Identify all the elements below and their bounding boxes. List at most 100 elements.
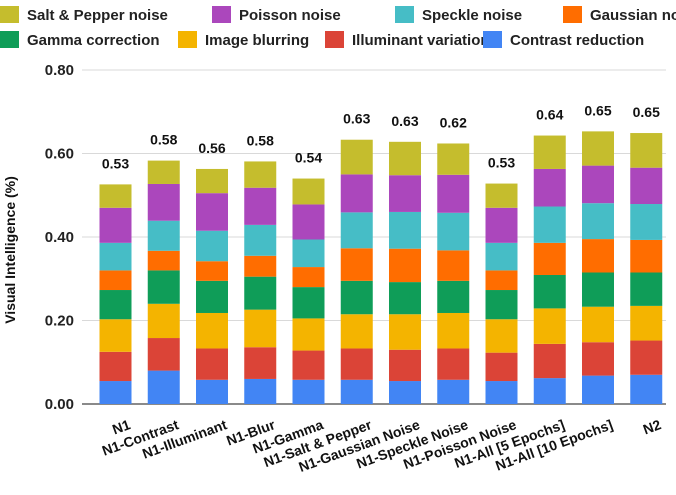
total-label: 0.62 [440,114,467,130]
bar-segment [533,135,566,169]
bar-segment [389,248,421,283]
bar-segment [292,350,325,380]
x-tick-label: N1 [110,416,132,437]
bar-segment [99,351,132,382]
bar-segment [582,306,614,343]
bar-segment [196,230,228,262]
y-tick-label: 0.60 [45,146,74,163]
bar-segment [533,343,566,379]
legend-label: Contrast reduction [510,32,644,49]
bar-segment [485,352,518,382]
total-label: 0.65 [633,104,660,120]
bar-segment [533,242,566,275]
bar-segment [340,314,373,349]
legend-swatch [483,31,502,48]
legend-swatch [0,6,19,23]
bar-segment [292,239,325,268]
bar-segment [147,270,180,304]
bar-segment [389,314,421,350]
bar-segment [533,308,566,344]
bar-segment [196,348,228,380]
total-label: 0.65 [584,102,611,118]
bar-segment [147,338,180,371]
bar-segment [292,204,325,240]
x-tick-label: N2 [641,416,663,437]
legend-swatch [212,6,231,23]
bar-segment [147,303,180,339]
bar-segment [533,168,566,207]
bar-segment [389,141,421,176]
total-label: 0.63 [343,111,370,127]
total-labels: 0.53 0.58 0.56 0.58 0.54 0.63 0.63 0.62 0.53 0.64… [102,102,660,171]
bar-segment [196,280,228,313]
legend-label: Speckle noise [422,7,522,24]
bar-segment [630,374,663,404]
bar-segment [244,347,277,379]
bar-segment [485,242,518,271]
total-label: 0.63 [391,113,418,129]
x-axis-labels: N1N1-ContrastN1-IlluminantN1-BlurN1-Gamm… [100,416,663,475]
bar-segment [244,309,277,348]
legend-label: Illuminant variation [352,32,490,49]
bar-segment [630,133,663,168]
bar-segment [437,143,470,175]
bar-segment [196,168,228,194]
bar-segment [292,178,325,205]
bar-segment [340,280,373,315]
bar-segment [582,131,614,166]
total-label: 0.58 [150,132,177,148]
bar-segment [485,319,518,353]
bar-segment [630,272,663,306]
bar-segment [533,378,566,404]
bar-segment [630,340,663,375]
bar-segment [244,224,277,256]
total-label: 0.53 [102,155,129,171]
legend-swatch [178,31,197,48]
bar-segment [582,165,614,204]
legend-label: Poisson noise [239,7,341,24]
legend-swatch [0,31,19,48]
bar-segment [485,381,518,404]
bar-segment [389,381,421,404]
bar-segment [582,203,614,240]
bar-segment [630,305,663,341]
bar-segment [147,250,180,271]
bar-segment [533,206,566,243]
bar-segment [389,349,421,382]
bar-segment [244,255,277,277]
bar-segment [340,348,373,380]
bar-segment [99,270,132,291]
bar-segment [147,220,180,251]
bar-segment [582,272,614,307]
legend-swatch [395,6,414,23]
bar-segment [437,280,470,313]
legend-swatch [563,6,582,23]
bar-segment [292,379,325,404]
total-label: 0.56 [198,140,225,156]
bar-segment [533,274,566,309]
bar-segment [99,242,132,271]
y-tick-label: 0.20 [45,313,74,330]
bar-segment [437,312,470,349]
legend: Salt & Pepper noise Poisson noise Speckle … [0,6,676,49]
bar-segment [147,183,180,221]
bar-segment [99,290,132,320]
legend-label: Gaussian noise [590,7,676,24]
bar-segment [244,187,277,225]
bar-segment [340,139,373,175]
bar-segment [582,239,614,273]
legend-label: Salt & Pepper noise [27,7,168,24]
bar-segment [389,282,421,315]
bar-segment [630,167,663,205]
bar-segment [582,342,614,376]
bar-segment [292,318,325,351]
bar-segment [147,160,180,184]
bar-segment [196,261,228,281]
bar-segment [437,212,470,251]
bar-segment [340,174,373,213]
y-axis-ticks: 0.00 0.20 0.40 0.60 0.80 [45,62,74,413]
bar-segment [292,287,325,319]
legend-label: Image blurring [205,32,309,49]
bar-segment [244,276,277,310]
